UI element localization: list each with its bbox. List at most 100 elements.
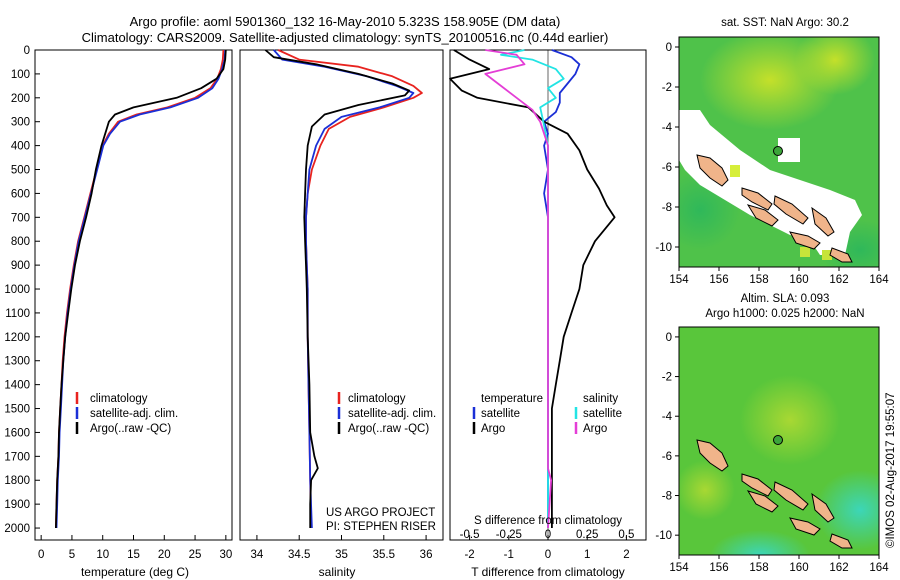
sst-map-axes: 154 156 158 160 162 164 0 -2 -4 -6 -8 -10: [655, 42, 889, 286]
temperature-series: [55, 49, 227, 529]
map-lat-tick-label: -2: [662, 82, 672, 94]
x-tick-label: 34.5: [288, 549, 310, 561]
s-difference-label: S difference from climatology: [474, 515, 622, 527]
depth-tick-label: 2000: [4, 523, 30, 535]
salinity-legend: climatology satellite-adj. clim. Argo(..…: [337, 392, 436, 435]
map-lon-tick-label: 162: [829, 562, 848, 574]
t-difference-xlabel: T difference from climatology: [471, 565, 625, 579]
map-lon-tick-label: 164: [869, 562, 889, 574]
new-georgia-island: [746, 204, 779, 227]
legend-label-argo: Argo(..raw -QC): [348, 423, 429, 435]
series-line-argo-raw-qc: [55, 49, 227, 529]
map-lon-tick-label: 162: [829, 274, 848, 286]
temperature-legend: climatology satellite-adj. clim. Argo(..…: [75, 392, 178, 435]
sst-missing-data-mask: [800, 247, 810, 257]
depth-tick-label: 100: [11, 69, 30, 81]
sst-map-frame: [678, 36, 880, 268]
depth-axis: 0 100 200 300 400 500 600 700 800 900 1000 1100 1200…: [4, 45, 40, 535]
series-line-temperature-satellite: [543, 49, 581, 528]
sla-map-axes: 154 156 158 160 162 164 0 -2 -4 -6 -8 -10: [655, 332, 889, 574]
project-annotation: US ARGO PROJECT: [326, 507, 435, 519]
sla-map-frame: [678, 326, 880, 556]
sla-high-patch: [740, 375, 840, 465]
legend-label-t-satellite: satellite: [481, 408, 520, 420]
salinity-axis: 34 34.5 35 35.5 36: [251, 535, 432, 561]
s-diff-tick-label: 0.5: [618, 529, 634, 541]
map-lon-tick-label: 160: [789, 274, 808, 286]
sla-map-title-line1: Altim. SLA: 0.093: [741, 293, 830, 305]
map-lon-tick-label: 158: [749, 562, 768, 574]
legend-label-s-satellite: satellite: [583, 408, 622, 420]
depth-tick-label: 400: [11, 141, 30, 153]
series-line-salinity-satellite: [500, 49, 565, 528]
salinity-xlabel: salinity: [319, 565, 356, 579]
sla-low-patch: [710, 530, 810, 555]
map-lat-tick-label: -6: [662, 162, 672, 174]
makira-island: [829, 247, 853, 263]
map-lat-tick-label: 0: [666, 42, 672, 54]
legend-label-t-argo: Argo: [481, 423, 505, 435]
depth-tick-label: 1000: [4, 284, 30, 296]
copyright-footer: ©IMOS 02-Aug-2017 19:55:07: [885, 392, 897, 548]
difference-panel: -2 -1 0 1 2-0.5 -0.25 0 0.25 0.5 S difference fr…: [449, 49, 647, 579]
x-tick-label: 0: [38, 549, 44, 561]
legend-label-climatology: climatology: [348, 393, 406, 405]
depth-tick-label: 300: [11, 117, 30, 129]
depth-tick-label: 1100: [5, 308, 30, 320]
temperature-panel: 0100200300400500600700800900100011001200…: [4, 45, 233, 579]
map-lon-tick-label: 156: [709, 562, 728, 574]
sla-islands: [696, 439, 853, 549]
profile-location-marker: [773, 146, 783, 156]
sst-islands: [696, 154, 853, 263]
difference-legend: temperature salinity satellite Argo sate…: [472, 393, 622, 435]
x-tick-label: 25: [189, 549, 202, 561]
salinity-plot-frame: [239, 49, 444, 541]
series-line-salinity-argo: [484, 49, 552, 529]
map-lon-tick-label: 154: [669, 274, 689, 286]
pi-annotation: PI: STEPHEN RISER: [326, 521, 436, 533]
bougainville-island: [696, 439, 729, 472]
legend-label-satellite: satellite-adj. clim.: [348, 408, 436, 420]
map-lat-tick-label: -4: [662, 411, 673, 423]
depth-tick-label: 600: [11, 188, 30, 200]
s-diff-tick-label: -0.25: [496, 529, 522, 541]
sla-map-title-line2: Argo h1000: 0.025 h2000: NaN: [705, 308, 864, 320]
map-lat-tick-label: -10: [655, 530, 672, 542]
legend-label-argo: Argo(..raw -QC): [90, 423, 171, 435]
series-line-temperature-argo: [449, 49, 616, 528]
depth-tick-label: 1200: [4, 332, 30, 344]
map-lat-tick-label: -10: [655, 242, 672, 254]
legend-header-salinity: salinity: [583, 393, 618, 405]
map-lat-tick-label: -8: [662, 491, 672, 503]
x-tick-label: 35.5: [373, 549, 395, 561]
new-georgia-island: [746, 490, 779, 513]
sla-high-patch: [679, 460, 735, 520]
map-lon-tick-label: 154: [669, 562, 689, 574]
temperature-plot-frame: [34, 49, 233, 541]
sla-low-patch: [815, 470, 879, 550]
depth-tick-label: 1300: [4, 356, 30, 368]
legend-label-climatology: climatology: [90, 393, 148, 405]
depth-tick-label: 1400: [4, 380, 30, 392]
legend-header-temperature: temperature: [481, 393, 543, 405]
depth-tick-label: 700: [11, 212, 30, 224]
guadalcanal-island: [789, 231, 821, 250]
bougainville-island: [696, 154, 729, 187]
temperature-axis: 0 5 10 15 20 25 30: [38, 535, 232, 561]
series-line-satellite-adj-clim: [55, 49, 227, 529]
x-tick-label: 35: [335, 549, 348, 561]
depth-tick-label: 1500: [4, 404, 30, 416]
difference-series: [449, 49, 616, 529]
salinity-panel: 34 34.5 35 35.5 36 salinity climatology sate…: [239, 49, 444, 579]
depth-tick-label: 200: [11, 93, 30, 105]
makira-island: [829, 533, 853, 549]
s-diff-tick-label: -0.5: [460, 529, 480, 541]
x-tick-label: 15: [127, 549, 140, 561]
profile-location-marker: [773, 435, 783, 445]
malaita-island: [811, 206, 835, 237]
map-lat-tick-label: -4: [662, 122, 673, 134]
x-tick-label: 20: [158, 549, 171, 561]
series-line-satellite-adj-clim: [273, 49, 415, 529]
x-tick-label: 30: [219, 549, 232, 561]
